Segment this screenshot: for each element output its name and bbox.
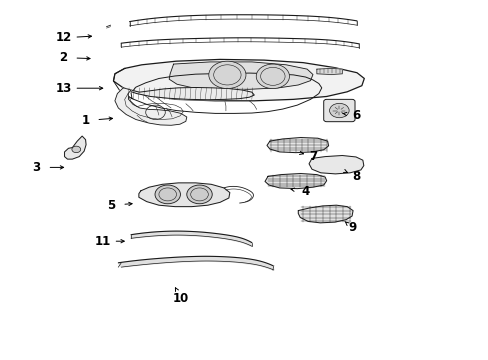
Circle shape (256, 64, 289, 89)
Polygon shape (115, 88, 186, 125)
Text: 1: 1 (81, 114, 89, 127)
Polygon shape (118, 256, 273, 270)
Text: 11: 11 (94, 235, 111, 248)
Text: 7: 7 (308, 150, 316, 163)
Polygon shape (64, 136, 86, 159)
Text: 5: 5 (107, 199, 115, 212)
Text: 3: 3 (33, 161, 41, 174)
Circle shape (208, 61, 245, 89)
Text: 2: 2 (60, 51, 67, 64)
Circle shape (155, 185, 180, 204)
Text: 4: 4 (301, 185, 309, 198)
Polygon shape (298, 205, 352, 223)
FancyBboxPatch shape (323, 99, 354, 122)
Text: 6: 6 (351, 109, 359, 122)
Text: 13: 13 (55, 82, 72, 95)
Text: 9: 9 (347, 221, 355, 234)
Polygon shape (266, 138, 328, 153)
Text: 10: 10 (172, 292, 189, 305)
Polygon shape (123, 87, 254, 100)
Polygon shape (316, 68, 342, 75)
Polygon shape (264, 174, 326, 189)
Polygon shape (113, 59, 364, 101)
Polygon shape (308, 156, 363, 174)
Text: 8: 8 (351, 170, 359, 183)
Circle shape (72, 146, 81, 153)
Circle shape (329, 103, 348, 118)
Text: 12: 12 (55, 31, 72, 44)
Polygon shape (131, 231, 251, 246)
Polygon shape (139, 183, 229, 207)
Circle shape (186, 185, 212, 204)
Polygon shape (169, 62, 312, 89)
